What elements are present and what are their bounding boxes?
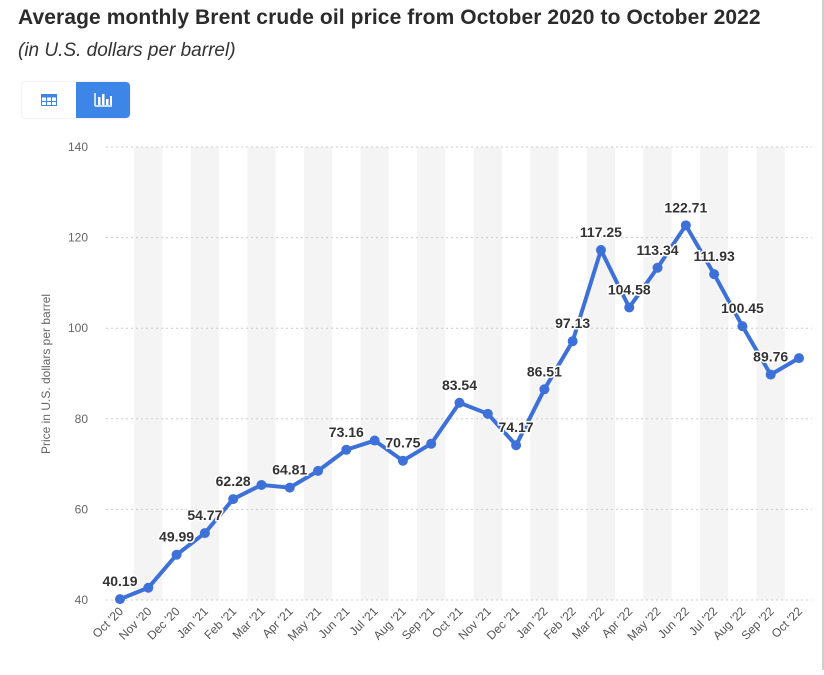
data-label: 54.77 (187, 507, 222, 523)
data-label: 86.51 (527, 363, 562, 379)
data-label: 122.71 (664, 199, 707, 215)
chart-subtitle: (in U.S. dollars per barrel) (18, 40, 236, 61)
data-point[interactable] (482, 408, 493, 419)
data-point[interactable] (397, 455, 408, 466)
data-label: 104.58 (608, 281, 651, 297)
data-label: 49.99 (159, 529, 194, 545)
data-label: 62.28 (216, 473, 251, 489)
data-label: 64.81 (272, 462, 307, 478)
column-band (360, 147, 389, 600)
column-band (417, 147, 446, 600)
column-band (473, 147, 502, 600)
window-edge (822, 0, 824, 670)
data-point[interactable] (171, 549, 182, 560)
y-tick-label: 40 (75, 593, 89, 607)
data-label: 100.45 (721, 300, 764, 316)
data-point[interactable] (652, 262, 663, 273)
data-point[interactable] (284, 482, 295, 493)
column-band (247, 147, 276, 600)
data-point[interactable] (595, 245, 606, 256)
data-point[interactable] (794, 353, 804, 364)
data-point[interactable] (567, 336, 578, 347)
data-label: 117.25 (580, 224, 622, 240)
table-view-button[interactable] (22, 82, 76, 118)
data-label: 97.13 (555, 315, 590, 331)
data-point[interactable] (341, 444, 352, 455)
y-tick-label: 100 (68, 321, 88, 335)
data-point[interactable] (256, 479, 267, 490)
data-point[interactable] (539, 384, 550, 395)
y-tick-label: 80 (75, 412, 89, 426)
x-tick-label: Jun '21 (315, 604, 352, 641)
data-point[interactable] (199, 528, 210, 539)
column-band (643, 147, 672, 600)
data-label: 73.16 (329, 424, 364, 440)
chart-title: Average monthly Brent crude oil price fr… (18, 6, 761, 29)
data-point[interactable] (143, 582, 154, 593)
x-tick-label: Dec '20 (144, 604, 183, 643)
bar-chart-icon (94, 93, 112, 107)
data-point[interactable] (115, 594, 125, 605)
data-point[interactable] (680, 220, 691, 231)
series-line (118, 223, 801, 602)
data-point[interactable] (454, 397, 465, 408)
x-tick-label: Mar '21 (230, 604, 268, 642)
column-band (699, 147, 729, 600)
data-label: 111.93 (693, 248, 734, 264)
column-band (303, 147, 333, 600)
data-point[interactable] (426, 438, 437, 449)
data-point[interactable] (511, 440, 522, 451)
data-label: 40.19 (102, 573, 137, 589)
data-point[interactable] (369, 435, 380, 446)
data-point[interactable] (313, 465, 324, 476)
x-tick-label: Mar '22 (569, 604, 607, 642)
x-tick-label: Dec '21 (484, 604, 523, 643)
data-label: 89.76 (753, 349, 788, 365)
data-point[interactable] (737, 321, 748, 332)
data-label: 70.75 (385, 435, 420, 451)
y-tick-label: 120 (68, 231, 88, 245)
data-point[interactable] (765, 369, 776, 380)
data-label: 113.34 (637, 242, 679, 258)
table-icon (41, 94, 57, 106)
view-toggle (22, 82, 130, 118)
data-point[interactable] (228, 494, 239, 505)
x-tick-label: Jun '22 (655, 604, 692, 641)
data-point[interactable] (709, 269, 720, 280)
column-band (134, 147, 163, 600)
chart-view-button[interactable] (76, 82, 130, 118)
y-tick-label: 140 (68, 140, 88, 154)
column-band (586, 147, 616, 600)
x-tick-label: Oct '22 (769, 604, 806, 641)
data-label: 83.54 (442, 377, 477, 393)
data-label: 74.17 (499, 419, 534, 435)
data-point[interactable] (624, 302, 635, 313)
y-axis-label: Price in U.S. dollars per barrel (39, 294, 53, 454)
y-tick-label: 60 (75, 502, 89, 516)
